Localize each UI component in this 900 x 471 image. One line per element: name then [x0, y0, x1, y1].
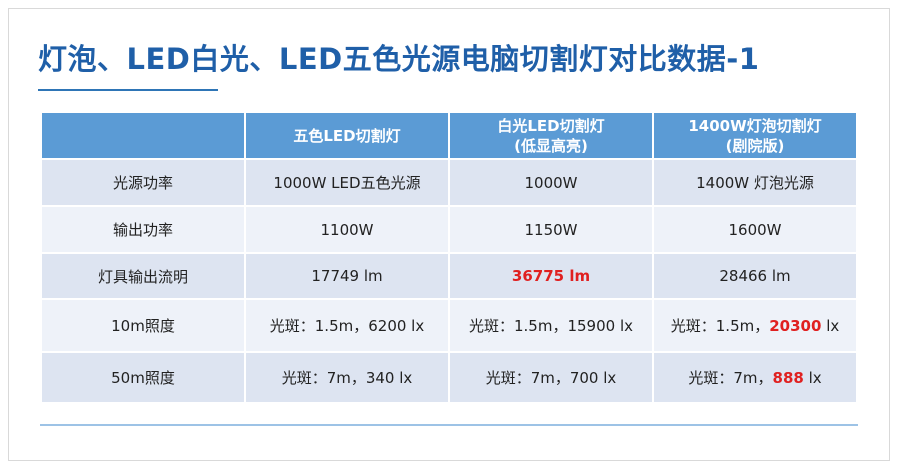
cell: 36775 lm	[448, 252, 654, 300]
cell-suffix: lx	[803, 369, 822, 387]
header-text: (剧院版)	[725, 136, 785, 155]
row-label: 50m照度	[40, 351, 246, 404]
cell: 1000W	[448, 158, 654, 207]
cell-text: 1100W	[320, 220, 374, 239]
cell-text: 光斑：7m，700 lx	[485, 369, 617, 387]
cell-text: 光斑：1.5m，	[670, 317, 770, 335]
comparison-table: 五色LED切割灯 白光LED切割灯 (低显高亮) 1400W灯泡切割灯 (剧院版) 光源功…	[40, 111, 858, 404]
cell-text: 28466 lm	[719, 267, 791, 285]
cell-text: 1150W	[524, 220, 578, 239]
cell-highlight: 888	[772, 369, 804, 387]
header-cell: 1400W灯泡切割灯 (剧院版)	[652, 111, 858, 160]
row: 光源功率 1000W LED五色光源 1000W 1400W 灯泡光源	[40, 158, 858, 207]
header-cell: 白光LED切割灯 (低显高亮)	[448, 111, 654, 160]
cell: 光斑：1.5m，6200 lx	[244, 298, 450, 353]
cell: 28466 lm	[652, 252, 858, 300]
row: 10m照度 光斑：1.5m，6200 lx 光斑：1.5m，15900 lx 光斑：1…	[40, 298, 858, 353]
frame	[8, 8, 890, 461]
cell: 光斑：1.5m，20300 lx	[652, 298, 858, 353]
cell-text: 光斑：1.5m，6200 lx	[269, 317, 425, 335]
cell-text: 17749 lm	[311, 267, 383, 285]
header-cell	[40, 111, 246, 160]
title: 灯泡、LED白光、LED五色光源电脑切割灯对比数据-1	[38, 42, 760, 76]
row-label: 光源功率	[40, 158, 246, 207]
cell: 1400W 灯泡光源	[652, 158, 858, 207]
cell-text: 1400W 灯泡光源	[696, 174, 814, 192]
cell: 17749 lm	[244, 252, 450, 300]
row-label: 输出功率	[40, 205, 246, 254]
header-row: 五色LED切割灯 白光LED切割灯 (低显高亮) 1400W灯泡切割灯 (剧院版)	[40, 111, 858, 160]
cell: 光斑：1.5m，15900 lx	[448, 298, 654, 353]
cell-highlight: 36775 lm	[511, 267, 591, 285]
cell-text: 1000W LED五色光源	[273, 174, 421, 192]
header-text: 1400W灯泡切割灯	[688, 116, 822, 135]
cell: 1150W	[448, 205, 654, 254]
header-text: 白光LED切割灯	[497, 116, 605, 135]
cell: 1100W	[244, 205, 450, 254]
row: 50m照度 光斑：7m，340 lx 光斑：7m，700 lx 光斑：7m，888 l…	[40, 351, 858, 404]
cell: 光斑：7m，340 lx	[244, 351, 450, 404]
header-text: (低显高亮)	[514, 136, 588, 155]
cell: 光斑：7m，888 lx	[652, 351, 858, 404]
cell-suffix: lx	[821, 317, 840, 335]
cell-text: 光斑：7m，340 lx	[281, 369, 413, 387]
cell-text: 1000W	[524, 173, 578, 192]
bottom-rule	[40, 424, 858, 426]
row: 输出功率 1100W 1150W 1600W	[40, 205, 858, 254]
cell: 1000W LED五色光源	[244, 158, 450, 207]
header-cell: 五色LED切割灯	[244, 111, 450, 160]
row: 灯具输出流明 17749 lm 36775 lm 28466 lm	[40, 252, 858, 300]
title-rule	[38, 89, 218, 91]
cell: 光斑：7m，700 lx	[448, 351, 654, 404]
cell-highlight: 20300	[769, 317, 822, 335]
cell-text: 光斑：7m，	[688, 369, 773, 387]
cell-text: 1600W	[728, 220, 782, 239]
row-label: 10m照度	[40, 298, 246, 353]
row-label: 灯具输出流明	[40, 252, 246, 300]
cell: 1600W	[652, 205, 858, 254]
header-text: 五色LED切割灯	[293, 126, 401, 145]
cell-text: 光斑：1.5m，15900 lx	[469, 317, 633, 335]
